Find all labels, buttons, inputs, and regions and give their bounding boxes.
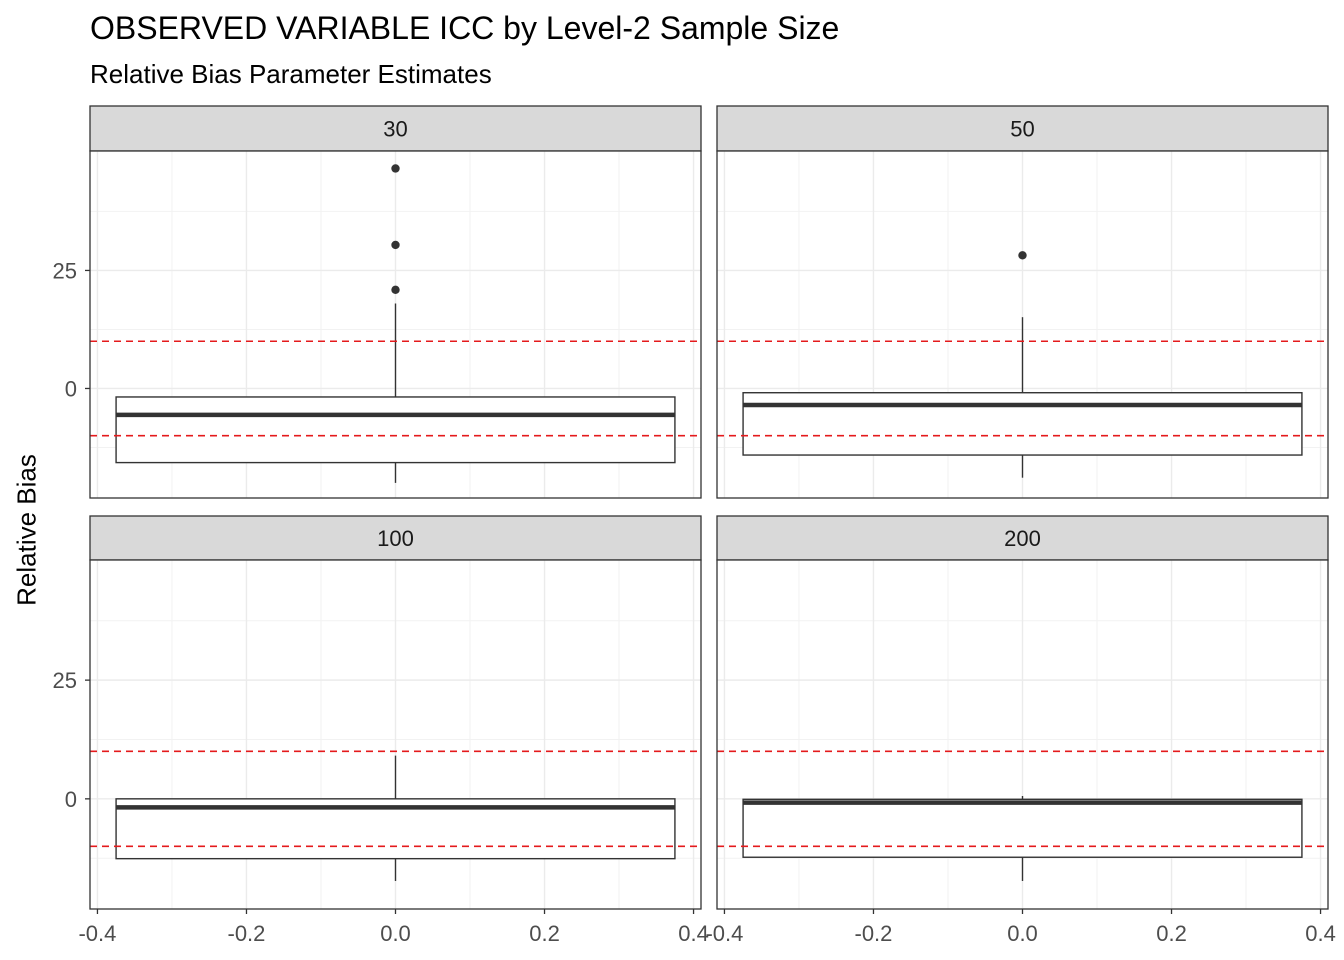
box-iqr [115, 396, 676, 464]
x-tick-label: 0.0 [1007, 921, 1038, 946]
facet-strip-label: 50 [1010, 117, 1034, 142]
outlier-point [391, 164, 400, 173]
facet-strip [89, 515, 702, 561]
facet-strip-label: 100 [377, 526, 414, 551]
facet-panel-100: 100 0 25 -0.4 -0.2 0.0 0.2 0.4 [53, 515, 709, 946]
x-tick-label: -0.2 [855, 921, 893, 946]
x-tick-label: 0.2 [529, 921, 560, 946]
facet-panel-50: 50 [716, 105, 1329, 499]
outlier-point [1018, 251, 1027, 260]
y-tick-label: 0 [65, 376, 77, 401]
chart-title: OBSERVED VARIABLE ICC by Level-2 Sample … [90, 10, 840, 46]
x-tick-label: 0.4 [678, 921, 709, 946]
x-tick-label: -0.2 [228, 921, 266, 946]
x-tick-label: 0.2 [1156, 921, 1187, 946]
facet-strip-label: 200 [1004, 526, 1041, 551]
y-tick-label: 0 [65, 787, 77, 812]
outlier-point [391, 240, 400, 250]
y-tick-label: 25 [53, 668, 77, 693]
chart-subtitle: Relative Bias Parameter Estimates [90, 59, 492, 89]
x-tick-label: 0.0 [380, 921, 411, 946]
facet-panel-30: 30 0 25 [53, 105, 702, 499]
x-tick-label: -0.4 [78, 921, 116, 946]
facet-strip [716, 515, 1329, 561]
x-tick-label: -0.4 [705, 921, 743, 946]
y-tick-label: 25 [53, 258, 77, 283]
box-iqr [742, 798, 1303, 858]
x-tick-label: 0.4 [1305, 921, 1336, 946]
outlier-point [391, 285, 400, 294]
panel-border [89, 150, 702, 499]
facet-strip [716, 105, 1329, 152]
facet-panel-200: 200 -0.4 -0.2 0.0 0.2 0.4 [705, 515, 1336, 946]
panel-border [716, 150, 1329, 499]
box-iqr [742, 392, 1303, 456]
facet-strip-label: 30 [383, 117, 407, 142]
